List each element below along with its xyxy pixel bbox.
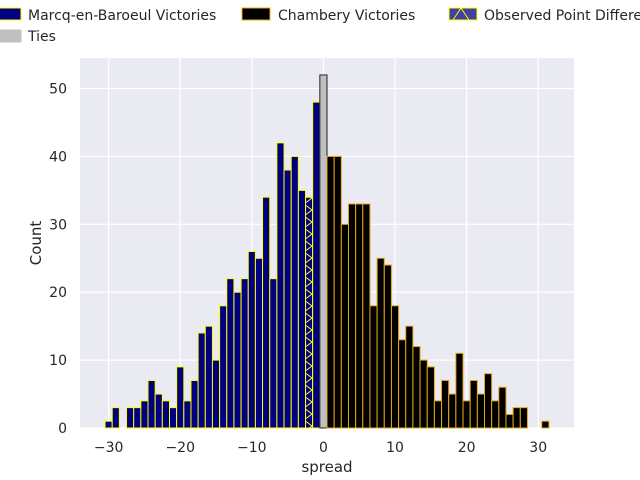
histogram-bar [347, 203, 357, 429]
histogram-bar [376, 257, 385, 429]
histogram-bar [498, 386, 507, 429]
legend-swatch-chambery [241, 7, 271, 21]
legend-swatch-observed [448, 7, 478, 21]
y-tick-label: 0 [58, 421, 67, 437]
y-tick-label: 40 [49, 149, 67, 165]
histogram-bar [433, 400, 443, 429]
histogram-bar [333, 155, 342, 429]
histogram-bar [204, 325, 213, 429]
histogram-bar [340, 223, 349, 429]
legend-label-marcq: Marcq-en-Baroeul Victories [28, 8, 216, 24]
histogram-bar [390, 305, 400, 429]
histogram-bar [448, 393, 457, 429]
legend: Marcq-en-Baroeul Victories Chambery Victo… [0, 7, 640, 45]
histogram-bar [283, 169, 292, 429]
x-tick-label: 10 [386, 440, 404, 456]
y-tick-label: 30 [49, 217, 67, 233]
y-tick-label: 20 [49, 285, 67, 301]
legend-swatch-marcq [0, 7, 22, 21]
histogram-bar [183, 400, 192, 429]
x-tick-label: 20 [458, 440, 476, 456]
histogram-bar [312, 101, 321, 429]
y-tick-label: 10 [49, 353, 67, 369]
histogram-bar [405, 325, 414, 429]
histogram-bar [219, 305, 228, 429]
histogram-bar [512, 407, 521, 429]
histogram-bar [240, 278, 249, 429]
histogram-bar [505, 413, 514, 429]
legend-label-ties: Ties [27, 29, 56, 45]
y-axis-label: Count [27, 221, 45, 266]
histogram-bar [104, 420, 113, 429]
histogram-bar [147, 379, 156, 429]
histogram-bar [469, 379, 478, 429]
x-tick-labels: −30 −20 −10 0 10 20 30 [94, 440, 547, 456]
bars [104, 74, 550, 429]
histogram-bar [383, 264, 392, 429]
x-tick-label: −10 [237, 440, 267, 456]
histogram-bar [247, 250, 256, 429]
histogram-bar [398, 339, 407, 429]
histogram-bar [369, 305, 378, 429]
legend-label-chambery: Chambery Victories [278, 8, 415, 24]
histogram-bar [176, 366, 185, 429]
histogram-bar [326, 155, 335, 429]
legend-swatch-ties [0, 29, 22, 43]
histogram-bar [168, 407, 178, 429]
x-tick-label: −30 [94, 440, 124, 456]
histogram-bar [211, 359, 221, 429]
histogram-bar [412, 346, 421, 429]
histogram-bar [319, 74, 328, 429]
histogram-bar [491, 400, 500, 429]
y-tick-labels: 0 10 20 30 40 50 [49, 82, 67, 437]
histogram-bar [140, 400, 149, 429]
histogram-bar [455, 352, 464, 429]
histogram-bar [111, 407, 120, 429]
histogram-bar [262, 196, 271, 429]
histogram-bar [226, 278, 235, 429]
histogram-bar [476, 393, 486, 429]
histogram-bar [254, 257, 264, 429]
x-axis-label: spread [301, 458, 352, 476]
histogram-bar [233, 291, 242, 429]
histogram-bar [161, 400, 170, 429]
histogram-bar [362, 203, 371, 429]
y-tick-label: 50 [49, 82, 67, 98]
x-tick-label: 30 [529, 440, 547, 456]
observed-hatch [305, 196, 314, 429]
histogram-bar [269, 278, 278, 429]
x-tick-label: 0 [319, 440, 328, 456]
histogram-bar [297, 189, 307, 429]
histogram-bar [519, 407, 528, 429]
x-tick-label: −20 [165, 440, 195, 456]
histogram-bar [541, 420, 550, 429]
histogram-bar [126, 407, 135, 429]
histogram-bar [419, 359, 428, 429]
histogram-bar [276, 142, 285, 429]
histogram-bar [426, 366, 435, 429]
histogram-bar [355, 203, 364, 429]
histogram-bar [190, 379, 199, 429]
histogram-bar [441, 379, 450, 429]
histogram-bar [462, 400, 471, 429]
histogram-bar [290, 155, 299, 429]
histogram-bar [154, 393, 163, 429]
histogram-bar [197, 332, 206, 429]
histogram-bar [484, 373, 493, 429]
legend-label-observed: Observed Point Differe [484, 8, 640, 24]
histogram-bar [133, 407, 142, 429]
